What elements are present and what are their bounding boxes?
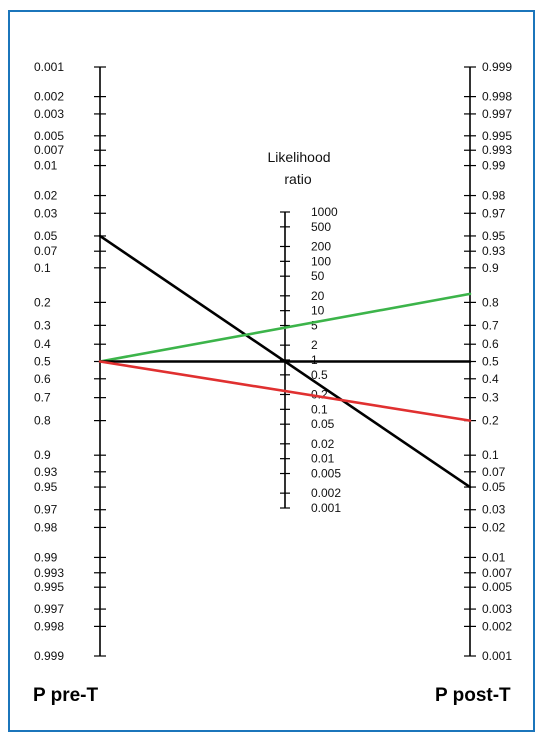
right-tick-label: 0.07 xyxy=(482,465,506,479)
left-tick-label: 0.9 xyxy=(34,448,51,462)
left-tick-label: 0.998 xyxy=(34,619,64,633)
left-tick-label: 0.999 xyxy=(34,649,64,663)
right-tick-label: 0.6 xyxy=(482,337,499,351)
lr-tick-label: 50 xyxy=(311,269,325,283)
left-tick-label: 0.98 xyxy=(34,520,58,534)
lr-tick-label: 1 xyxy=(311,353,318,367)
left-tick-label: 0.3 xyxy=(34,318,51,332)
right-tick-label: 0.1 xyxy=(482,448,499,462)
left-tick-label: 0.995 xyxy=(34,580,64,594)
left-tick-label: 0.99 xyxy=(34,550,58,564)
lr-axis-title-line2: ratio xyxy=(284,171,311,187)
left-tick-label: 0.02 xyxy=(34,189,58,203)
right-tick-label: 0.998 xyxy=(482,90,512,104)
lr-tick-label: 0.01 xyxy=(311,452,335,466)
left-tick-label: 0.005 xyxy=(34,129,64,143)
left-tick-label: 0.001 xyxy=(34,60,64,74)
lr-tick-label: 2 xyxy=(311,338,318,352)
right-tick-label: 0.2 xyxy=(482,414,499,428)
lr-tick-label: 0.005 xyxy=(311,467,341,481)
left-tick-label: 0.993 xyxy=(34,566,64,580)
left-tick-label: 0.997 xyxy=(34,602,64,616)
right-tick-label: 0.997 xyxy=(482,107,512,121)
right-tick-label: 0.8 xyxy=(482,295,499,309)
nomogram-line-red xyxy=(98,360,472,422)
left-tick-label: 0.01 xyxy=(34,159,58,173)
left-tick-label: 0.03 xyxy=(34,206,58,220)
lr-tick-label: 200 xyxy=(311,239,331,253)
right-tick-label: 0.005 xyxy=(482,580,512,594)
right-tick-label: 0.05 xyxy=(482,480,506,494)
left-axis-name: P pre-T xyxy=(33,685,99,706)
right-tick-label: 0.4 xyxy=(482,372,499,386)
right-tick-label: 0.99 xyxy=(482,159,506,173)
lr-axis-ticks: 10005002001005020105210.50.20.10.050.020… xyxy=(280,205,341,515)
right-tick-label: 0.9 xyxy=(482,261,499,275)
lr-tick-label: 0.1 xyxy=(311,402,328,416)
right-tick-label: 0.02 xyxy=(482,520,506,534)
right-tick-label: 0.3 xyxy=(482,391,499,405)
right-tick-label: 0.7 xyxy=(482,318,499,332)
left-tick-label: 0.05 xyxy=(34,229,58,243)
left-tick-label: 0.8 xyxy=(34,414,51,428)
left-tick-label: 0.97 xyxy=(34,503,58,517)
right-tick-label: 0.003 xyxy=(482,602,512,616)
lr-tick-label: 0.5 xyxy=(311,368,328,382)
lr-tick-label: 0.002 xyxy=(311,486,341,500)
right-tick-label: 0.01 xyxy=(482,550,506,564)
lr-tick-label: 0.05 xyxy=(311,417,335,431)
left-tick-label: 0.5 xyxy=(34,355,51,369)
right-axis-name: P post-T xyxy=(435,685,511,706)
left-tick-label: 0.93 xyxy=(34,465,58,479)
nomogram-lines xyxy=(98,234,472,489)
right-tick-label: 0.001 xyxy=(482,649,512,663)
right-tick-label: 0.007 xyxy=(482,566,512,580)
right-tick-label: 0.993 xyxy=(482,143,512,157)
left-tick-label: 0.7 xyxy=(34,391,51,405)
left-tick-label: 0.002 xyxy=(34,90,64,104)
lr-tick-label: 5 xyxy=(311,319,318,333)
right-tick-label: 0.03 xyxy=(482,503,506,517)
left-tick-label: 0.2 xyxy=(34,295,51,309)
right-tick-label: 0.98 xyxy=(482,189,506,203)
left-tick-label: 0.6 xyxy=(34,372,51,386)
left-tick-label: 0.1 xyxy=(34,261,51,275)
right-tick-label: 0.97 xyxy=(482,206,506,220)
right-tick-label: 0.002 xyxy=(482,619,512,633)
left-tick-label: 0.4 xyxy=(34,337,51,351)
right-tick-label: 0.95 xyxy=(482,229,506,243)
lr-tick-label: 20 xyxy=(311,289,325,303)
left-tick-label: 0.07 xyxy=(34,244,58,258)
left-tick-label: 0.95 xyxy=(34,480,58,494)
lr-tick-label: 1000 xyxy=(311,205,338,219)
lr-tick-label: 10 xyxy=(311,304,325,318)
nomogram-frame xyxy=(8,10,535,732)
lr-axis-title-line1: Likelihood xyxy=(267,149,330,165)
lr-tick-label: 0.02 xyxy=(311,437,335,451)
left-tick-label: 0.003 xyxy=(34,107,64,121)
lr-tick-label: 100 xyxy=(311,254,331,268)
right-tick-label: 0.999 xyxy=(482,60,512,74)
left-tick-label: 0.007 xyxy=(34,143,64,157)
lr-tick-label: 500 xyxy=(311,220,331,234)
nomogram-line-green xyxy=(98,292,472,363)
right-tick-label: 0.995 xyxy=(482,129,512,143)
right-tick-label: 0.5 xyxy=(482,355,499,369)
lr-tick-label: 0.001 xyxy=(311,501,341,515)
right-tick-label: 0.93 xyxy=(482,244,506,258)
